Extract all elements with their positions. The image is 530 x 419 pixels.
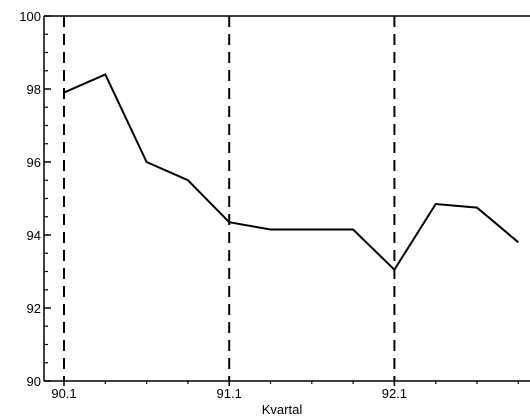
y-tick-label: 94 (27, 228, 41, 243)
x-tick-label: 90.1 (51, 386, 76, 401)
y-tick-label: 100 (19, 9, 41, 24)
quarter-dashed-lines (63, 16, 396, 381)
y-ticks: 90 92 94 96 98 100 (19, 9, 51, 389)
plot-frame (43, 15, 530, 382)
x-ticks: 90.1 91.1 92.1 (51, 381, 519, 401)
series-line (63, 73, 519, 272)
x-tick-label: 92.1 (382, 386, 407, 401)
x-axis-title: Kvartal (262, 402, 303, 417)
y-tick-label: 90 (27, 374, 41, 389)
y-tick-label: 98 (27, 82, 41, 97)
y-tick-label: 96 (27, 155, 41, 170)
x-tick-label: 91.1 (217, 386, 242, 401)
y-tick-label: 92 (27, 301, 41, 316)
y-minor-ticks (44, 33, 48, 364)
